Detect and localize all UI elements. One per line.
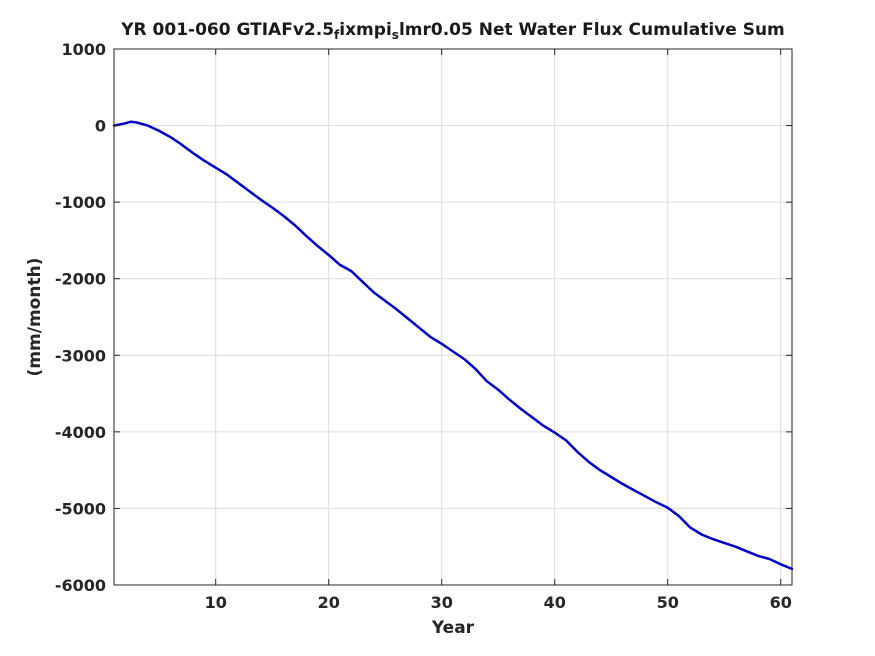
axis-ticks: 10 20 30 40 50 60 1000 0 -1000 -2000 -3000 -4000 -50… xyxy=(55,40,792,612)
plot-frame xyxy=(113,48,793,586)
x-tick-label: 10 xyxy=(205,593,227,612)
title-segment: ixmpi xyxy=(339,20,392,40)
title-segment: lmr0.05 Net Water Flux Cumulative Sum xyxy=(399,20,785,40)
x-tick-label: 30 xyxy=(431,593,453,612)
title-segment: YR 001-060 GTIAFv2.5 xyxy=(120,20,334,40)
series-layer xyxy=(112,120,794,571)
title-subscript: f xyxy=(334,28,340,42)
series-line xyxy=(112,120,794,571)
y-axis-label: (mm/month) xyxy=(25,258,45,377)
y-tick-label: -5000 xyxy=(55,499,106,518)
y-tick-label: -2000 xyxy=(55,270,106,289)
title-subscript: s xyxy=(392,28,399,42)
x-axis-label: Year xyxy=(431,618,475,638)
plot-area xyxy=(114,49,792,585)
y-tick-label: -6000 xyxy=(55,576,106,595)
x-tick-label: 40 xyxy=(544,593,566,612)
y-tick-label: -3000 xyxy=(55,346,106,365)
x-tick-label: 20 xyxy=(318,593,340,612)
y-tick-label: -4000 xyxy=(55,423,106,442)
y-tick-label: 1000 xyxy=(61,40,106,59)
y-tick-label: -1000 xyxy=(55,193,106,212)
x-tick-label: 50 xyxy=(657,593,679,612)
x-tick-label: 60 xyxy=(770,593,792,612)
chart-title: YR 001-060 GTIAFv2.5fixmpislmr0.05 Net W… xyxy=(120,20,785,42)
y-tick-label: 0 xyxy=(95,117,106,136)
